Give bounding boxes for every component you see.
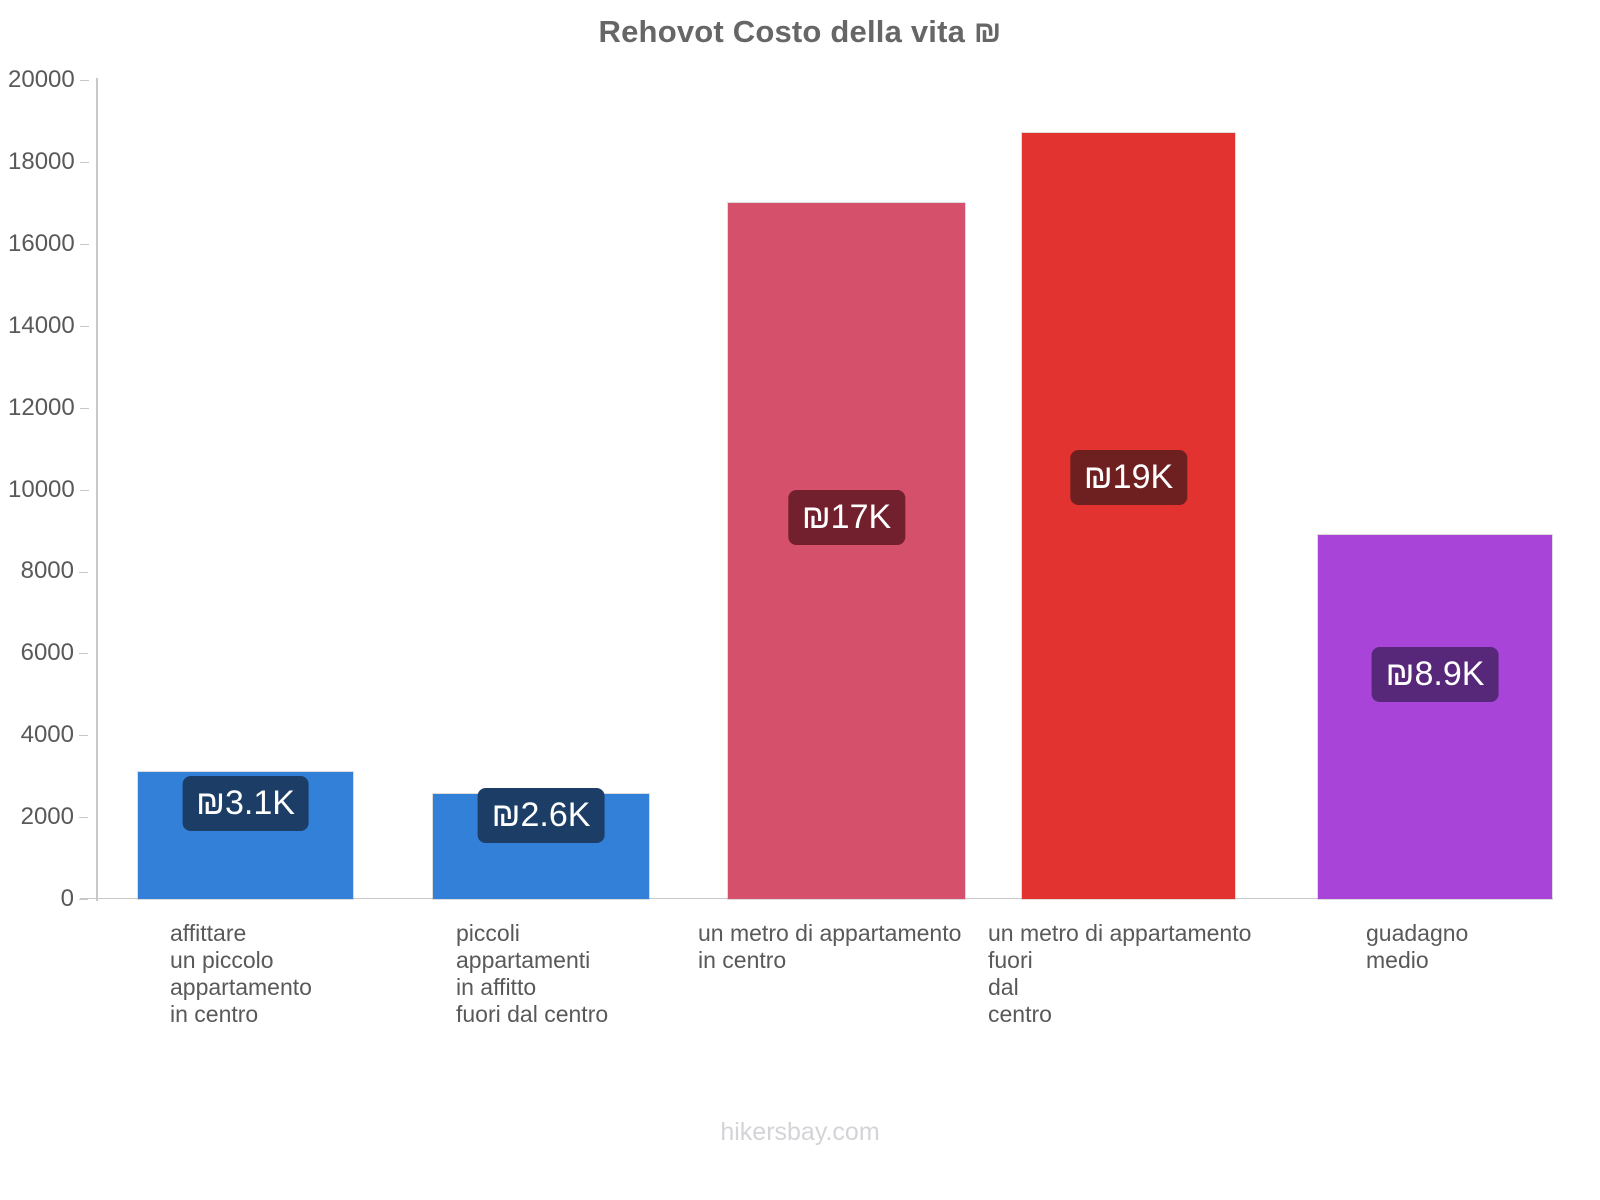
- bar-1[interactable]: ₪3.1K: [137, 771, 354, 900]
- bar-value-label: ₪2.6K: [477, 788, 605, 844]
- y-axis-tick-label: 2000: [8, 803, 88, 831]
- y-axis-tick-label: 0: [8, 885, 88, 913]
- y-axis-tick-label: 18000: [8, 148, 89, 176]
- page-title: Rehovot Costo della vita ₪: [598, 14, 1002, 49]
- y-axis-tick-mark: [79, 162, 89, 164]
- bar-3[interactable]: ₪17K: [727, 201, 966, 901]
- y-axis-tick-mark: [79, 80, 89, 82]
- y-axis-tick-label: 16000: [8, 230, 89, 258]
- x-axis-category-label-2: piccoli appartamenti in affitto fuori da…: [456, 920, 609, 1027]
- y-axis-tick-mark: [79, 571, 88, 573]
- y-axis-tick-label: 4000: [8, 721, 88, 749]
- bar-5[interactable]: ₪8.9K: [1317, 533, 1553, 901]
- y-axis-tick-label: 14000: [8, 312, 89, 340]
- y-axis-tick-mark: [79, 325, 89, 327]
- bar-4[interactable]: ₪19K: [1021, 132, 1236, 900]
- bar-2[interactable]: ₪2.6K: [432, 788, 650, 900]
- y-axis-tick-mark: [79, 407, 89, 409]
- bar-rect: [1317, 533, 1553, 901]
- y-axis-tick-label: 12000: [8, 394, 89, 422]
- y-axis-tick-mark: [79, 899, 88, 901]
- x-axis-category-label-3: un metro di appartamento in centro: [698, 920, 962, 973]
- y-axis-line: [96, 78, 98, 901]
- y-axis-tick-mark: [79, 817, 88, 819]
- bar-chart-plot-area: ₪3.1K ₪2.6K ₪17K ₪19K ₪8.9K: [97, 80, 1553, 901]
- bar-value-label: ₪19K: [1069, 450, 1188, 506]
- y-axis-tick-label: 6000: [8, 639, 88, 667]
- footer-watermark: hikersbay.com: [720, 1118, 880, 1146]
- y-axis-tick-mark: [79, 735, 88, 737]
- bar-rect: [727, 201, 966, 901]
- x-axis-category-label-4: un metro di appartamento fuori dal centr…: [988, 920, 1252, 1027]
- y-axis-tick-mark: [79, 243, 89, 245]
- x-axis-category-label-1: affittare un piccolo appartamento in cen…: [170, 920, 312, 1027]
- x-axis-category-label-5: guadagno medio: [1366, 920, 1469, 973]
- y-axis-tick-label: 20000: [8, 66, 89, 94]
- bar-rect: [1021, 132, 1236, 900]
- bar-value-label: ₪8.9K: [1371, 646, 1499, 702]
- bar-value-label: ₪3.1K: [182, 776, 309, 832]
- y-axis-tick-label: 8000: [8, 557, 88, 585]
- bar-value-label: ₪17K: [787, 489, 906, 545]
- y-axis-tick-mark: [79, 489, 89, 491]
- y-axis-tick-label: 10000: [8, 476, 89, 504]
- y-axis-tick-mark: [79, 653, 88, 655]
